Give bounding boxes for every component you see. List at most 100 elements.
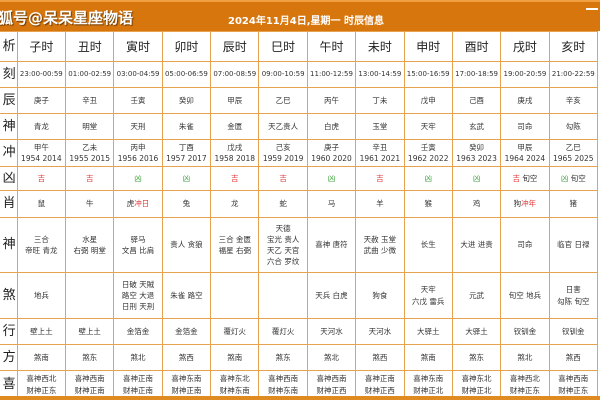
cell-xi: 喜神正南 财神正西 (355, 370, 405, 399)
god-direction: 财神正东 (26, 385, 57, 395)
menu-icon[interactable] (586, 8, 598, 10)
cell-shen: 明堂 (65, 113, 115, 140)
row-label: 神 (0, 217, 18, 273)
god-direction: 财神正西 (364, 385, 395, 395)
god-direction: 喜神东北 (461, 374, 492, 384)
cell-sha (258, 272, 308, 319)
god-direction: 财神正南 (123, 385, 154, 395)
clash-line: 乙未 (82, 142, 98, 152)
evil-star: 地兵 (33, 290, 49, 300)
row-label: 肖 (0, 190, 18, 218)
cell-xing: 天河水 (306, 318, 357, 345)
god-direction: 喜神西南 (74, 374, 105, 384)
ganzhi: 辛亥 (565, 95, 581, 105)
time-range: 01:00-02:59 (68, 70, 112, 79)
clash-line: 1959 2019 (262, 154, 304, 163)
auspice-badge: 吉 (376, 173, 384, 183)
cell-jishen: 临官 日禄 (548, 217, 599, 273)
ganzhi: 壬寅 (130, 95, 146, 105)
cell-sha: 日破 天賊 路空 大退 日刑 天刑 (113, 272, 163, 319)
cell-xi: 喜神正南 财神正南 (113, 370, 163, 399)
cell-sha: 日害 勾陈 旬空 (548, 272, 599, 319)
zodiac: 兔 (182, 199, 191, 209)
cell-names: 寅时 (113, 31, 163, 62)
lucky-star: 宝光 贵人 (266, 234, 300, 244)
clash-line: 1960 2020 (311, 154, 352, 163)
god-direction: 财神正南 (171, 385, 202, 395)
cell-xi: 喜神西北 财神正东 (16, 370, 67, 399)
row-shen: 神 青龙 明堂 天刑 朱雀 金匮 天乙贵人 白虎 玉堂 天牢 玄武 司命 勾陈 (0, 113, 599, 140)
god-direction: 喜神西南 (268, 374, 299, 384)
cell-xiao: 虎冲日 (113, 190, 163, 218)
ganzhi: 乙巳 (275, 95, 291, 105)
row-label: 煞 (0, 272, 18, 319)
row-jishen: 神三合 帝旺 青龙 水星 右弼 明堂 驿马 文昌 比肩 贵人 贪狼 三合 金匮 福星 右弼 天德宝… (0, 217, 599, 273)
time-range: 11:00-12:59 (310, 70, 353, 79)
zodiac: 羊 (376, 199, 384, 209)
five-element: 钗钏金 (562, 326, 585, 336)
cell-times: 17:00-18:59 (451, 61, 502, 88)
god-direction: 财神东南 (219, 385, 250, 395)
cell-names: 辰时 (210, 31, 260, 62)
cell-sha: 旬空 地兵 (500, 272, 550, 319)
cell-xiao: 狗冲年 (500, 190, 550, 218)
time-range: 03:00-04:59 (116, 70, 160, 79)
ganzhi: 庚子 (33, 95, 49, 105)
lucky-star: 福星 右弼 (218, 246, 251, 255)
clash-line: 1955 2015 (69, 154, 110, 163)
cell-chong: 乙巳 1965 2025 (548, 139, 599, 167)
sha-direction: 煞西 (565, 352, 581, 362)
cell-xiao: 猴 (403, 190, 453, 218)
auspice-badge: 凶 (424, 173, 432, 183)
cell-times: 15:00-16:59 (403, 61, 453, 88)
clash-line: 1961 2021 (359, 154, 401, 163)
cell-times: 13:00-14:59 (355, 61, 405, 88)
lucky-star: 天德 (275, 223, 291, 233)
cell-jishen: 水星 右弼 明堂 (65, 217, 115, 273)
lucky-star: 临官 日禄 (557, 240, 590, 250)
cell-names: 亥时 (548, 31, 599, 62)
cell-fang: 煞北 (500, 344, 550, 371)
shichen-name: 未时 (367, 39, 392, 54)
five-element: 壁上土 (78, 326, 101, 336)
deity: 玄武 (469, 121, 485, 131)
cell-jixiong: 凶 (306, 166, 357, 191)
cell-jishen: 长生 (403, 217, 453, 273)
auspice-badge: 凶 (327, 173, 336, 183)
cell-chong: 甲午 1954 2014 (16, 139, 67, 167)
evil-star: 日害 (565, 285, 581, 295)
shichen-name: 子时 (29, 39, 54, 54)
deity: 玉堂 (372, 121, 388, 131)
row-label: 刻 (0, 61, 18, 88)
sha-direction: 煞北 (323, 352, 339, 362)
cell-jishen: 三合 金匮 福星 右弼 (210, 217, 260, 273)
cell-xing: 钗钏金 (548, 318, 599, 345)
cell-shen: 天乙贵人 (258, 113, 308, 140)
evil-star: 日破 天賊 (121, 279, 155, 289)
cell-chong: 甲辰 1964 2024 (500, 139, 550, 167)
five-element: 壁上土 (30, 326, 53, 336)
lucky-star: 武曲 少微 (363, 246, 397, 255)
row-chong: 冲 甲午 1954 2014 乙未 1955 2015 丙申 1956 2016 丁酉 1957… (0, 139, 599, 167)
clash-line: 戊戌 (227, 142, 243, 152)
evil-star: 路空 大退 (121, 290, 155, 300)
god-direction: 财神正东 (558, 385, 589, 395)
five-element: 覆灯火 (271, 326, 295, 336)
deity: 朱雀 (178, 121, 194, 131)
shichen-name: 申时 (416, 39, 441, 54)
deity: 天刑 (130, 121, 146, 131)
clash-line: 辛丑 (372, 142, 388, 152)
cell-ganzhi: 丁未 (355, 87, 405, 114)
zodiac-clash: 冲年 (521, 199, 537, 209)
cell-xiao: 牛 (65, 190, 115, 218)
auspice-extra: 旬空 (522, 173, 538, 183)
god-direction: 财神正南 (74, 385, 105, 395)
god-direction: 财神正西 (316, 385, 347, 395)
zodiac: 鸡 (472, 199, 481, 209)
cell-chong: 庚子 1960 2020 (306, 139, 357, 167)
shichen-name: 丑时 (77, 39, 102, 54)
cell-ganzhi: 庚戌 (500, 87, 550, 114)
clash-line: 甲辰 (517, 142, 533, 152)
cell-jixiong: 吉 旬空 (500, 166, 550, 191)
cell-chong: 丁酉 1957 2017 (161, 139, 212, 167)
